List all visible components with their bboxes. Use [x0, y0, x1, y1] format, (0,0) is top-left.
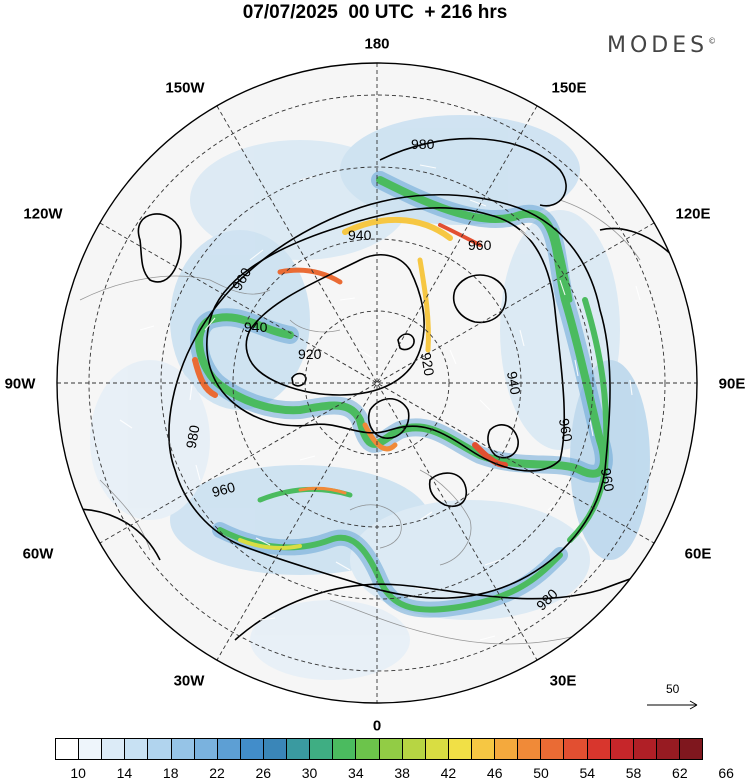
lon-label-120w: 120W	[23, 205, 63, 223]
contour-label: 980	[183, 424, 203, 450]
lon-label-180: 180	[364, 35, 390, 53]
contour-label: 980	[411, 136, 435, 152]
colorbar-tick-label: 58	[625, 765, 642, 781]
contour-label: 920	[298, 346, 322, 362]
colorbar-swatch	[541, 739, 565, 759]
colorbar-swatch	[217, 739, 241, 759]
graticule	[57, 63, 697, 703]
lon-label-60w: 60W	[22, 545, 54, 563]
colorbar-swatch	[448, 739, 472, 759]
colorbar-swatch	[240, 739, 264, 759]
colorbar-swatch	[402, 739, 426, 759]
lon-label-0: 0	[372, 717, 382, 735]
colorbar-swatch	[587, 739, 611, 759]
colorbar-swatch	[356, 739, 380, 759]
colorbar-swatch	[471, 739, 496, 759]
colorbar-tick-label: 50	[533, 765, 549, 781]
colorbar-tick-label: 62	[672, 765, 688, 781]
colorbar-tick-label: 10	[70, 765, 86, 781]
colorbar-swatch	[310, 739, 334, 759]
colorbar-swatch	[379, 739, 403, 759]
lon-label-120e: 120E	[675, 205, 711, 223]
colorbar-tick-label: 34	[348, 765, 364, 781]
contour-label: 960	[598, 467, 618, 493]
colorbar-swatch	[564, 739, 588, 759]
colorbar-tick-label: 38	[394, 765, 410, 781]
vector-reference-label: 50	[666, 682, 680, 696]
contour-label: 920	[418, 351, 438, 377]
colorbar-tick-label: 14	[116, 765, 133, 781]
colorbar-swatch	[656, 739, 680, 759]
colorbar-tick-label: 54	[579, 765, 596, 781]
colorbar-swatch	[633, 739, 657, 759]
contour-labels: 980 940 960 960 940 920 920 940 980 960 …	[183, 136, 618, 613]
map-boundary	[56, 62, 698, 704]
contour-label: 960	[468, 237, 492, 253]
colorbar-tick-label: 42	[440, 765, 457, 781]
colorbar-swatch	[263, 739, 288, 759]
height-contours	[59, 137, 697, 641]
colorbar-swatch	[495, 739, 519, 759]
lon-label-150e: 150E	[551, 79, 587, 97]
colorbar-swatch	[425, 739, 449, 759]
lon-label-30e: 30E	[549, 672, 577, 690]
colorbar-swatch	[287, 739, 311, 759]
lon-label-150w: 150W	[165, 79, 205, 97]
contour-label: 940	[504, 370, 524, 396]
colorbar-tick-label: 46	[486, 765, 503, 781]
lon-label-90e: 90E	[718, 375, 746, 393]
lon-label-90w: 90W	[4, 375, 36, 393]
lon-label-60e: 60E	[684, 545, 712, 563]
colorbar-tick-label: 18	[162, 765, 179, 781]
colorbar-tick-label: 30	[301, 765, 318, 781]
colorbar-swatch	[518, 739, 542, 759]
coastlines	[79, 199, 641, 645]
colorbar-swatch	[102, 739, 126, 759]
contour-label: 960	[210, 479, 237, 501]
colorbar-tick-label: 66	[718, 765, 734, 781]
contour-label: 940	[244, 319, 268, 335]
wind-vectors	[119, 164, 641, 641]
colorbar	[55, 738, 703, 760]
contour-label: 960	[556, 417, 576, 443]
colorbar-swatch	[171, 739, 195, 759]
modes-logo: MODES©	[607, 33, 717, 58]
colorbar-swatch	[610, 739, 634, 759]
colorbar-swatch	[333, 739, 357, 759]
colorbar-swatch	[148, 739, 172, 759]
vector-reference-arrow	[647, 700, 698, 710]
map-title: 07/07/2025 00 UTC + 216 hrs	[242, 2, 508, 23]
contour-label: 940	[348, 227, 372, 243]
colorbar-tick-label: 22	[209, 765, 225, 781]
colorbar-swatch	[679, 739, 703, 759]
lon-label-30w: 30W	[173, 672, 205, 690]
colorbar-tick-label: 26	[255, 765, 272, 781]
colorbar-swatch	[56, 739, 80, 759]
colorbar-swatch	[125, 739, 149, 759]
colorbar-swatch	[194, 739, 218, 759]
colorbar-swatch	[79, 739, 103, 759]
